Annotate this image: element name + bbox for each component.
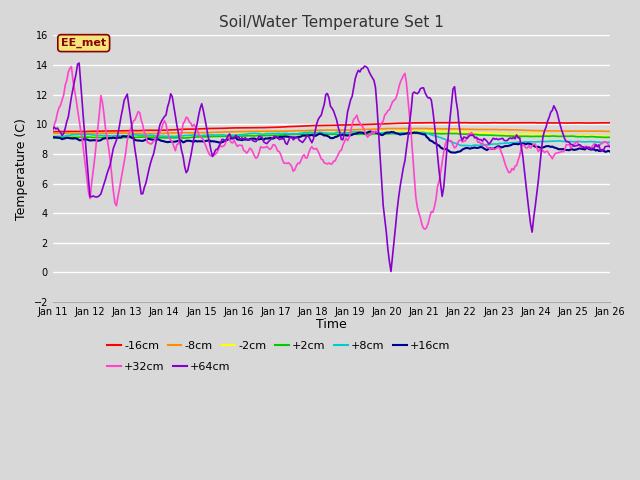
Y-axis label: Temperature (C): Temperature (C) [15,118,28,220]
Legend: +32cm, +64cm: +32cm, +64cm [103,358,235,376]
X-axis label: Time: Time [316,318,347,331]
Text: EE_met: EE_met [61,38,106,48]
Title: Soil/Water Temperature Set 1: Soil/Water Temperature Set 1 [219,15,444,30]
